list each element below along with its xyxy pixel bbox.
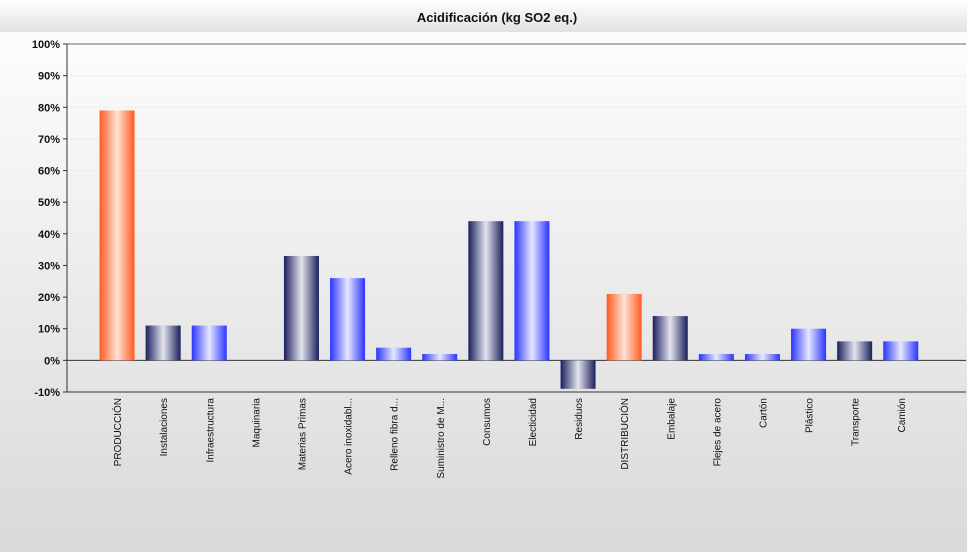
bar-1 [145,325,181,361]
x-tick-label: Instalaciones [159,398,170,456]
bar-16 [837,341,873,361]
bar-17 [883,341,919,361]
bar-10 [560,360,596,389]
bar-7 [422,354,458,361]
x-tick-label: Maquinaria [251,398,262,448]
y-tick-label: 30% [38,260,60,272]
x-tick-label: Electicidad [528,398,539,446]
bar-14 [744,354,780,361]
x-tick-label: Residuos [574,398,585,440]
bar-5 [330,278,366,361]
x-tick-label: DISTRIBUCIÓN [618,398,631,470]
y-tick-label: 20% [38,292,60,304]
x-tick-labels: PRODUCCIÓN Instalaciones Infraestructura Ma… [111,398,908,479]
x-tick-label: Flejes de acero [712,398,723,467]
x-tick-label: Suministro de M... [436,398,447,479]
y-tick-label: 90% [38,71,60,83]
x-tick-label: Camión [897,398,908,432]
y-tick-label: 50% [38,197,60,209]
chart-title: Acidificación (kg SO2 eq.) [417,10,577,25]
y-tick-label: 60% [38,166,60,178]
y-tick-label: 70% [38,134,60,146]
x-tick-label: Cartón [758,398,769,428]
x-tick-label: Plástico [805,398,816,433]
y-tick-label: 40% [38,229,60,241]
bar-0 [99,110,135,361]
y-tick-label: 80% [38,102,60,114]
bar-6 [376,347,412,361]
y-tick-labels: -10% 0% 10% 20% 30% 40% 50% 60% 70% 80% 90% 100% [32,39,60,399]
y-tick-label: 0% [44,355,60,367]
bars [99,110,919,389]
x-tick-label: Acero inoxidabl... [344,398,355,475]
bar-9 [514,221,550,361]
bar-8 [468,221,504,361]
x-tick-label: Embalaje [666,398,677,440]
bar-13 [698,354,734,361]
title-bar [0,0,967,32]
bar-15 [791,328,827,361]
y-tick-label: 100% [32,39,60,51]
bar-12 [652,316,688,361]
x-tick-label: Infraestructura [205,398,216,463]
y-tick-label: -10% [34,387,60,399]
x-tick-label: Consumos [482,398,493,446]
y-tick-label: 10% [38,324,60,336]
bar-11 [606,293,642,361]
bar-2 [191,325,227,361]
x-tick-label: Materias Primas [297,398,308,470]
x-tick-label: Relleno fibra d... [390,398,401,471]
x-tick-label: PRODUCCIÓN [111,398,124,466]
bar-4 [283,255,319,361]
x-tick-label: Transporte [851,398,862,446]
